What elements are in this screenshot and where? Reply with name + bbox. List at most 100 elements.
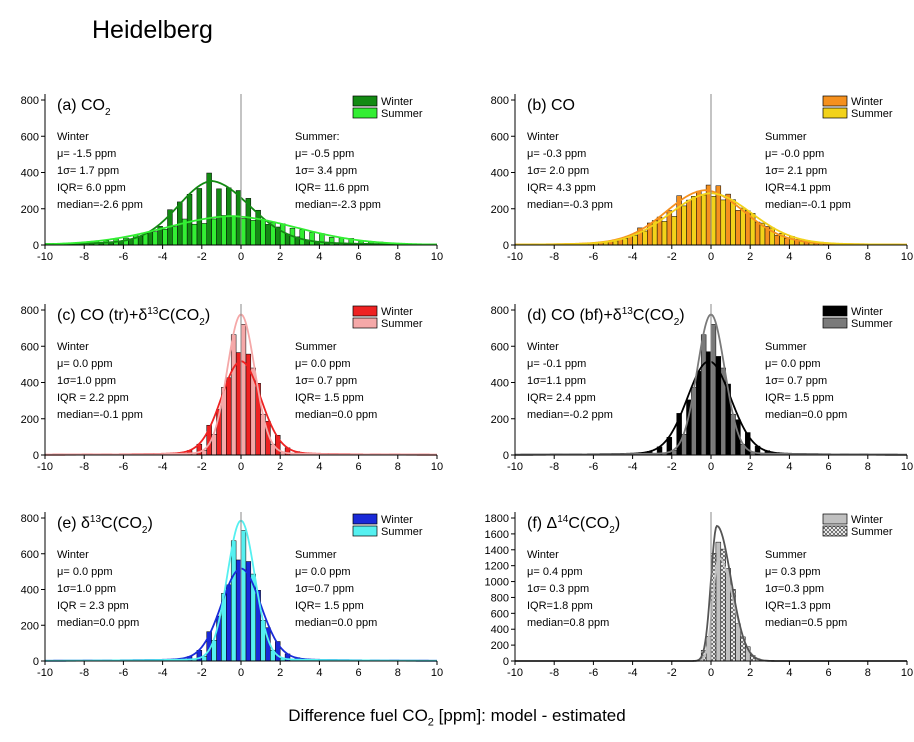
x-tick-label: -6: [589, 251, 599, 263]
legend-swatch-summer: [822, 317, 848, 329]
y-tick-label: 600: [491, 608, 509, 620]
panel-label: (a) CO2: [57, 97, 111, 118]
x-tick-label: 4: [786, 667, 792, 679]
bar-winter: [235, 559, 242, 662]
stats-summer-line: IQR=4.1 ppm: [765, 182, 831, 194]
y-tick-label: 400: [491, 624, 509, 636]
x-tick-label: 0: [708, 667, 714, 679]
stats-summer-line: Summer: [765, 131, 807, 143]
panel-label-after: ): [679, 307, 684, 324]
legend-label-winter: Winter: [381, 514, 413, 526]
bar-summer: [240, 530, 247, 662]
legend-swatch-winter: [822, 513, 848, 525]
legend-label-winter: Winter: [381, 306, 413, 318]
legend-label-summer: Summer: [381, 318, 423, 330]
legend-label-summer: Summer: [851, 108, 893, 120]
y-tick-label: 400: [21, 378, 39, 390]
y-tick-label: 200: [21, 414, 39, 426]
stats-winter-line: μ= 0.0 ppm: [57, 358, 113, 370]
bar-summer: [299, 229, 305, 246]
legend-swatch-winter: [822, 305, 848, 317]
y-tick-label: 1000: [485, 577, 509, 589]
x-tick-label: -4: [628, 251, 638, 263]
stats-winter-line: median=-0.2 ppm: [527, 409, 613, 421]
stats-winter-line: 1σ=1.0 ppm: [57, 583, 116, 595]
panel-label-sub: 2: [142, 525, 148, 536]
bar-summer: [162, 229, 168, 246]
y-tick-label: 1800: [485, 513, 509, 525]
legend-swatch-summer: [352, 107, 378, 119]
panel-label-mid: C(CO: [568, 515, 609, 532]
y-tick-label: 0: [503, 656, 509, 668]
panel-e: -10 -8 -6 -4 -2 0 2 4 6 8 10 0 200 400 600 800 (e) δ13C(…: [21, 512, 443, 679]
bar-summer: [201, 223, 207, 246]
stats-summer-line: Summer: [295, 549, 337, 561]
x-tick-label: -10: [37, 667, 53, 679]
x-tick-label: -4: [628, 667, 638, 679]
bar-winter: [784, 237, 790, 246]
bar-summer: [230, 540, 237, 662]
x-axis-label: Difference fuel CO2 [ppm]: model - estim…: [0, 706, 914, 728]
bar-winter: [696, 190, 702, 246]
bar-winter: [186, 194, 193, 246]
panel-label-text: (d) CO (bf)+δ: [527, 307, 622, 324]
bar-winter: [265, 224, 271, 246]
y-tick-label: 200: [21, 204, 39, 216]
bar-winter: [754, 221, 761, 246]
legend-label-winter: Winter: [851, 96, 883, 108]
x-tick-label: 0: [708, 251, 714, 263]
stats-winter-line: IQR = 2.2 ppm: [57, 392, 129, 404]
stats-summer-line: Summer: [765, 341, 807, 353]
bar-winter: [725, 193, 731, 246]
stats-winter-line: μ= 0.4 ppm: [527, 566, 583, 578]
bar-winter: [735, 210, 741, 246]
x-tick-label: 10: [901, 461, 913, 473]
y-tick-label: 400: [21, 168, 39, 180]
panel-f: -10 -8 -6 -4 -2 0 2 4 6 8 10 0 200 400 600 800 1000 1200 1…: [485, 512, 913, 679]
x-tick-label: 0: [238, 461, 244, 473]
stats-winter-line: 1σ= 2.0 ppm: [527, 165, 589, 177]
x-tick-label: 2: [747, 461, 753, 473]
bar-summer: [632, 235, 638, 246]
bar-winter: [774, 234, 780, 246]
bar-summer: [260, 219, 266, 246]
bar-summer: [661, 221, 668, 246]
stats-winter-line: Winter: [527, 549, 559, 561]
legend-label-winter: Winter: [851, 306, 883, 318]
panel-label: (d) CO (bf)+δ13C(CO2): [527, 306, 685, 328]
x-tick-label: 2: [277, 461, 283, 473]
y-tick-label: 200: [491, 204, 509, 216]
stats-summer-line: μ= 0.0 ppm: [765, 358, 821, 370]
panel-label-text: (f) Δ: [527, 515, 558, 532]
stats-winter-line: median=-0.1 ppm: [57, 409, 143, 421]
x-tick-label: 8: [395, 461, 401, 473]
bar-summer: [700, 334, 707, 456]
x-tick-label: -10: [507, 251, 523, 263]
y-tick-label: 0: [33, 656, 39, 668]
x-tick-label: 10: [431, 251, 443, 263]
bar-winter: [226, 377, 232, 456]
x-tick-label: -10: [507, 667, 523, 679]
x-tick-label: 4: [786, 251, 792, 263]
bar-summer: [152, 231, 158, 246]
panel-d: -10 -8 -6 -4 -2 0 2 4 6 8 10 0 200 400 600 800 (d) CO (b…: [491, 304, 913, 473]
stats-summer-line: 1σ=0.7 ppm: [295, 583, 354, 595]
x-tick-label: 6: [356, 667, 362, 679]
panel-label-mid: C(CO: [633, 307, 674, 324]
y-tick-label: 800: [491, 592, 509, 604]
y-tick-label: 800: [491, 95, 509, 107]
y-tick-label: 600: [21, 549, 39, 561]
stats-winter-line: median=-2.6 ppm: [57, 199, 143, 211]
panel-label-sub: 2: [105, 107, 111, 118]
bar-winter: [226, 584, 232, 662]
x-tick-label: 10: [901, 251, 913, 263]
stats-summer-line: IQR= 1.5 ppm: [765, 392, 834, 404]
x-tick-label: 6: [826, 461, 832, 473]
bar-summer: [681, 205, 687, 246]
bar-winter: [206, 172, 212, 246]
x-tick-label: -2: [197, 461, 207, 473]
y-tick-label: 1200: [485, 561, 509, 573]
x-tick-label: 10: [431, 461, 443, 473]
x-tick-label: -2: [197, 667, 207, 679]
x-tick-label: 6: [356, 461, 362, 473]
